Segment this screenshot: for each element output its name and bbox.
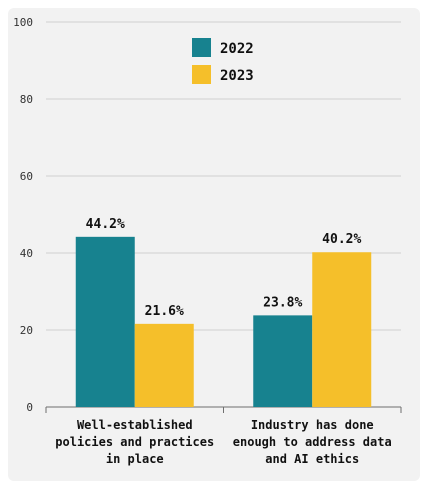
legend-swatch-2022 — [192, 38, 211, 57]
bar-2023 — [134, 323, 194, 407]
bar-value-label: 40.2% — [322, 232, 361, 247]
x-category-label: policies and practices — [55, 435, 214, 449]
legend-label: 2022 — [220, 41, 254, 57]
x-category-label: enough to address data — [233, 435, 392, 449]
x-category-label: Well-established — [77, 418, 193, 432]
legend-label: 2023 — [220, 68, 254, 84]
x-category-label: in place — [106, 452, 164, 466]
x-category-label: and AI ethics — [265, 452, 359, 466]
legend-swatch-2023 — [192, 65, 211, 84]
y-tick-label: 0 — [26, 401, 33, 414]
bar-value-label: 44.2% — [86, 217, 125, 232]
bar-2022 — [75, 236, 135, 407]
bar-2023 — [312, 252, 372, 407]
bar-2022 — [253, 315, 313, 407]
y-tick-label: 20 — [20, 324, 33, 337]
y-tick-label: 80 — [20, 93, 33, 106]
x-category-label: Industry has done — [251, 418, 374, 432]
y-tick-label: 60 — [20, 170, 33, 183]
bar-value-label: 23.8% — [263, 295, 302, 310]
bar-value-label: 21.6% — [145, 304, 184, 319]
y-tick-label: 40 — [20, 247, 33, 260]
y-tick-label: 100 — [13, 16, 33, 29]
